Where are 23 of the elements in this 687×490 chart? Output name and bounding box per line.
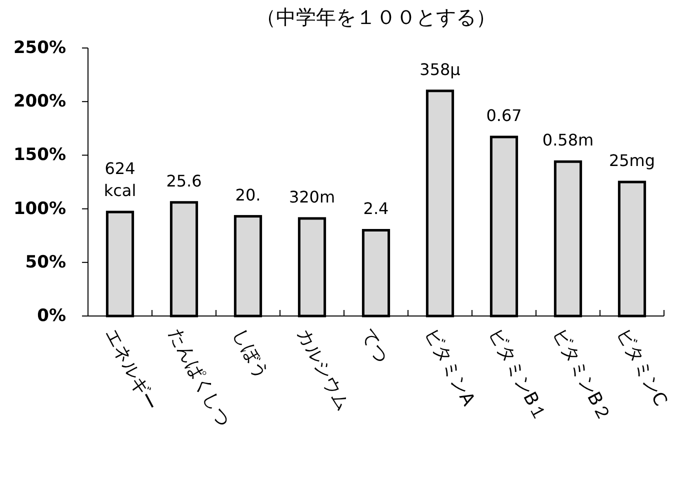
x-tick-label: エネルギー (100, 325, 162, 414)
annotation: 624 kcal (104, 159, 136, 200)
x-tick-label: ビタミンC (612, 325, 671, 410)
annotation: 25.6 (166, 171, 202, 190)
y-tick-label: 200% (13, 92, 66, 112)
annotation: 320m (288, 187, 336, 206)
x-tick-label: ビタミンB２ (548, 325, 616, 426)
x-tick-label: てつ (356, 325, 392, 367)
y-tick-label: 50% (25, 252, 66, 272)
x-tick-label: カルシウム (292, 325, 354, 414)
y-tick-label: 250% (13, 38, 66, 58)
annotation: 0.58m (542, 130, 594, 150)
annotation: 0.67 (486, 106, 522, 125)
x-tick-label: ビタミンA (420, 325, 480, 410)
y-tick-label: 150% (13, 145, 66, 166)
annotation: 2.4 (363, 199, 389, 218)
chart-title: （中学年を１００とする） (256, 5, 496, 29)
y-tick-label: 0% (37, 306, 66, 326)
y-tick-label: 100% (13, 198, 66, 219)
annotation: 20. (235, 185, 261, 204)
annotation: 25mg (608, 151, 656, 170)
annotation: 358μ (420, 60, 460, 79)
x-tick-label: ビタミンB１ (484, 325, 552, 426)
